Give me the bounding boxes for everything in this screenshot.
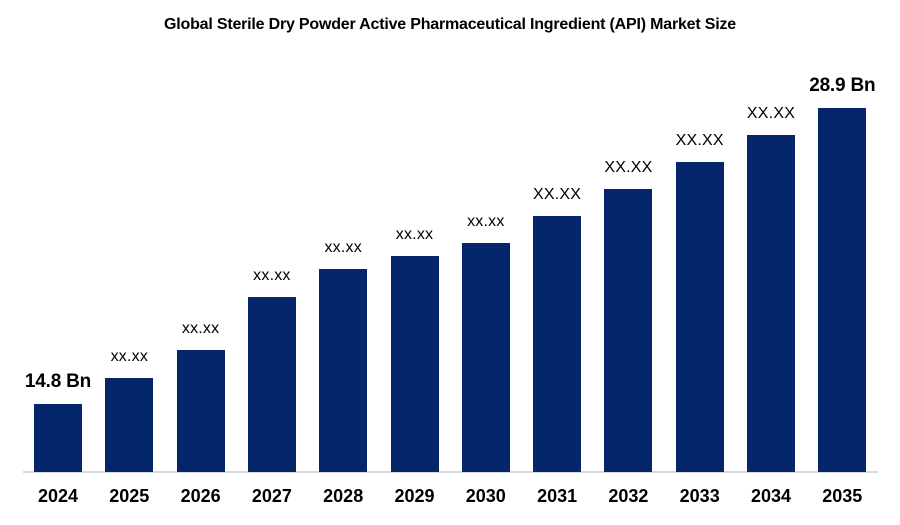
bar-2031 [533, 216, 582, 472]
bar-value-label-2026: xx.xx [181, 320, 220, 337]
bar-value-label-2028: xx.xx [324, 239, 362, 256]
x-axis-tick-label-2025: 2025 [109, 486, 150, 506]
bar-value-label-2035: 28.9 Bn [809, 75, 876, 96]
x-axis-tick-label-2024: 2024 [37, 486, 79, 506]
x-axis-tick-label-2027: 2027 [251, 486, 292, 506]
bar-2027 [247, 297, 296, 472]
bar-2024 [34, 404, 82, 472]
bar-value-label-2032: XX.XX [604, 159, 653, 176]
x-axis-tick-label-2032: 2032 [608, 486, 649, 506]
x-axis-tick-label-2028: 2028 [323, 486, 364, 506]
x-axis-tick-label-2033: 2033 [679, 486, 720, 506]
bar-2035 [818, 108, 867, 472]
bar-2029 [390, 256, 439, 472]
bar-value-label-2024: 14.8 Bn [24, 371, 92, 392]
chart-title: Global Sterile Dry Powder Active Pharmac… [164, 16, 736, 33]
bar-2032 [604, 189, 653, 472]
bar-value-label-2033: XX.XX [675, 132, 724, 149]
x-axis-tick-label-2031: 2031 [537, 486, 578, 506]
bar-2030 [461, 243, 510, 472]
bar-value-label-2029: xx.xx [395, 226, 434, 243]
x-axis-tick-label-2035: 2035 [822, 486, 863, 506]
bar-value-label-2030: xx.xx [467, 213, 505, 230]
x-axis-tick-label-2026: 2026 [180, 486, 221, 506]
bar-2034 [747, 135, 795, 472]
x-axis-line [23, 471, 878, 473]
bar-2026 [176, 350, 225, 472]
x-axis-tick-label-2030: 2030 [465, 486, 506, 506]
bar-value-label-2025: xx.xx [110, 348, 149, 365]
bar-value-label-2027: xx.xx [253, 267, 291, 284]
x-axis-tick-label-2029: 2029 [394, 486, 435, 506]
bar-value-label-2034: XX.XX [746, 105, 796, 122]
bar-value-label-2031: XX.XX [533, 186, 582, 203]
bar-2028 [319, 269, 368, 472]
bar-2025 [105, 378, 154, 472]
x-axis-tick-label-2034: 2034 [750, 486, 792, 506]
bar-2033 [675, 162, 724, 472]
